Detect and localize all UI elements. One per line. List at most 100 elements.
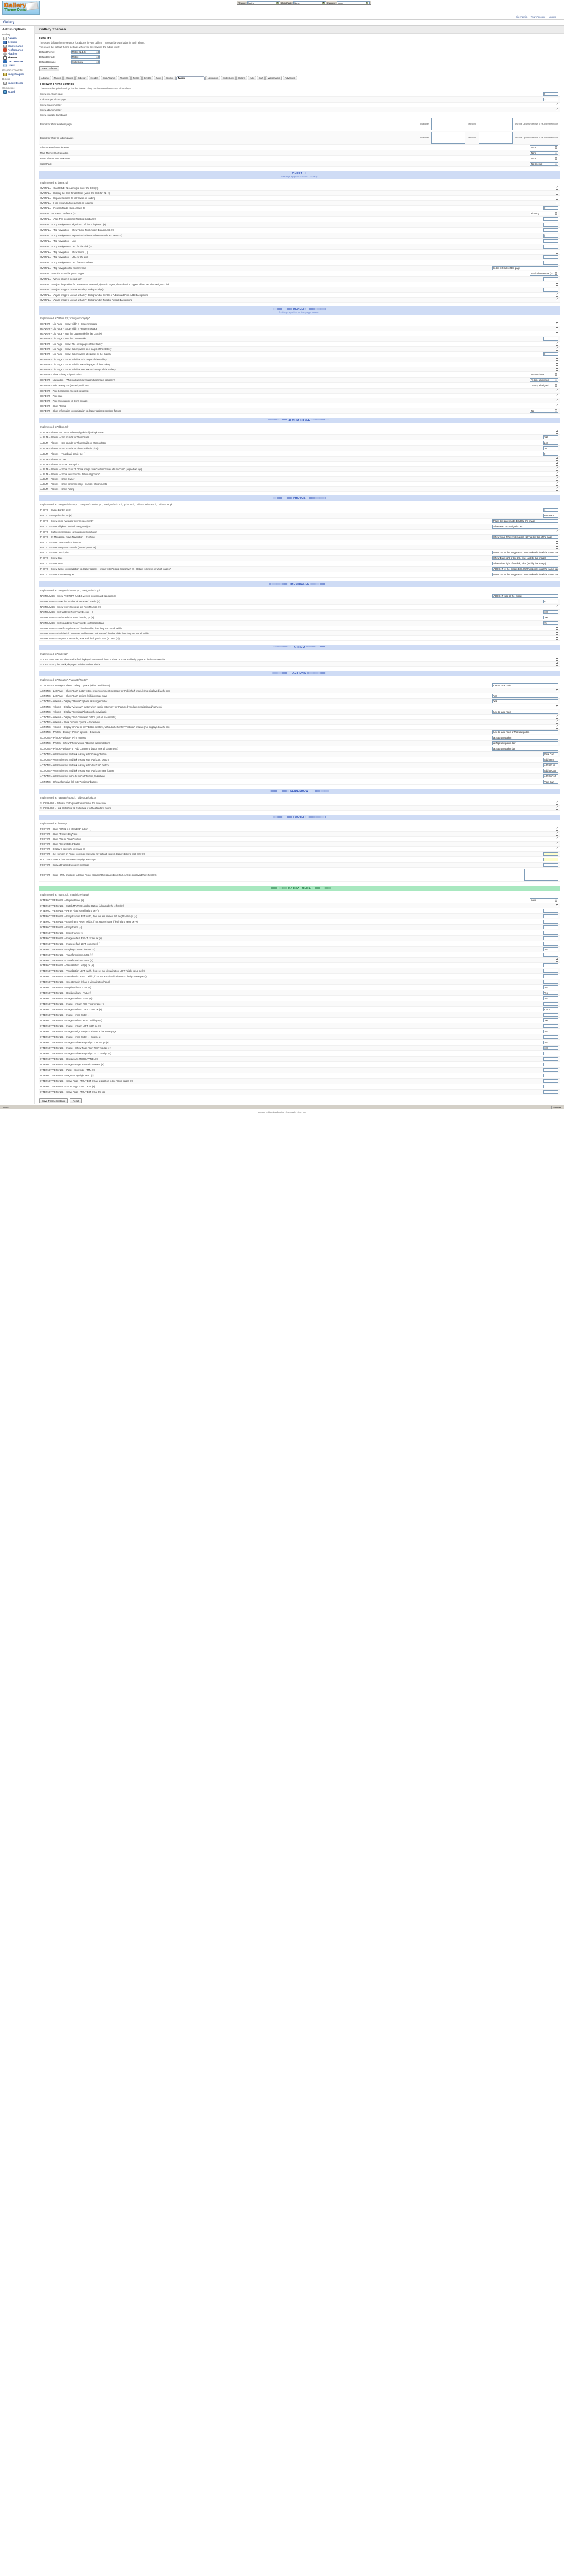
setting-checkbox[interactable] xyxy=(556,108,558,111)
setting-text-input[interactable]: 0 xyxy=(543,352,558,357)
setting-checkbox[interactable] xyxy=(556,186,558,190)
setting-text-input[interactable] xyxy=(543,1079,558,1084)
setting-text-input[interactable]: | xyxy=(543,234,558,238)
setting-textarea[interactable] xyxy=(524,869,558,881)
setting-checkbox[interactable] xyxy=(556,801,558,805)
setting-select[interactable]: Floating ▼ xyxy=(530,212,558,216)
setting-checkbox[interactable] xyxy=(556,541,558,544)
setting-checkbox[interactable] xyxy=(556,530,558,533)
setting-text-input[interactable] xyxy=(543,858,558,862)
setting-text-input[interactable] xyxy=(543,969,558,973)
setting-text-input[interactable] xyxy=(543,863,558,867)
sidebar-item-themes[interactable]: Themes xyxy=(2,56,33,60)
tab-cart[interactable]: Cart xyxy=(256,76,265,80)
setting-checkbox[interactable] xyxy=(556,368,558,371)
setting-text-input[interactable]: 240 xyxy=(543,441,558,445)
setting-checkbox[interactable] xyxy=(556,201,558,204)
setting-text-input[interactable] xyxy=(543,1057,558,1061)
setting-text-input[interactable]: Show Date right of the link, else (and b… xyxy=(492,556,558,561)
setting-text-input[interactable]: View Cart xyxy=(543,780,558,784)
setting-select[interactable]: To top, all aligned ▼ xyxy=(530,378,558,382)
setting-text-input[interactable]: 1 xyxy=(543,508,558,513)
setting-checkbox[interactable] xyxy=(556,605,558,608)
setting-text-input[interactable]: 9 xyxy=(543,92,558,96)
setting-text-input[interactable] xyxy=(543,245,558,249)
selected-list[interactable] xyxy=(478,132,513,144)
setting-text-input[interactable]: Yes xyxy=(543,1041,558,1045)
setting-select[interactable]: None ▼ xyxy=(530,151,558,155)
setting-text-input[interactable] xyxy=(543,953,558,957)
setting-text-input[interactable]: Add Item! xyxy=(543,758,558,762)
setting-text-input[interactable]: Add to Cart xyxy=(543,769,558,773)
setting-checkbox[interactable] xyxy=(556,103,558,106)
setting-text-input[interactable] xyxy=(543,1052,558,1056)
setting-text-input[interactable] xyxy=(543,980,558,984)
setting-text-input[interactable] xyxy=(543,1024,558,1028)
setting-checkbox[interactable] xyxy=(556,293,558,297)
setting-checkbox[interactable] xyxy=(556,283,558,286)
setting-text-input[interactable]: Show PHOTO navigation as xyxy=(492,525,558,529)
setting-checkbox[interactable] xyxy=(556,658,558,661)
available-list[interactable] xyxy=(431,118,466,131)
tab-scroller[interactable]: Scroller xyxy=(163,76,176,80)
setting-text-input[interactable]: At RIGHT of the image (BELOW thumbnails … xyxy=(492,573,558,577)
theme-tab-strip[interactable]: Albums Photos Movies Sidebar Header Sub Album… xyxy=(35,74,564,81)
setting-checkbox[interactable] xyxy=(556,637,558,640)
setting-text-input[interactable] xyxy=(543,255,558,260)
setting-text-input[interactable]: Yes xyxy=(492,694,558,698)
setting-checkbox[interactable] xyxy=(556,487,558,491)
setting-text-input[interactable]: Color xyxy=(543,1007,558,1012)
setting-text-input[interactable]: at Top Navigation bar xyxy=(492,747,558,751)
setting-text-input[interactable]: Yes xyxy=(543,985,558,990)
setting-text-input[interactable]: At RIGHT of the image (BELOW thumbnails … xyxy=(492,567,558,572)
setting-checkbox[interactable] xyxy=(556,689,558,692)
setting-text-input[interactable]: Place the page/mode BELOW the image xyxy=(492,519,558,524)
setting-checkbox[interactable] xyxy=(556,837,558,840)
setting-checkbox[interactable] xyxy=(556,482,558,486)
setting-text-input[interactable] xyxy=(543,920,558,924)
tab-slideshow[interactable]: Slideshow xyxy=(221,76,236,80)
logout-link[interactable]: Logout xyxy=(549,15,556,18)
theme-preview-toolbar[interactable]: Theme: Matrix ▼ ColorPack: None ▼ Frames… xyxy=(237,1,371,5)
tab-watermarks[interactable]: Watermarks xyxy=(265,76,283,80)
setting-text-input[interactable] xyxy=(543,974,558,979)
tab-albums[interactable]: Albums xyxy=(39,76,51,80)
setting-checkbox[interactable] xyxy=(556,662,558,666)
sidebar-item-performance[interactable]: Performance xyxy=(2,48,33,52)
setting-text-input[interactable]: Use to take node or Top Navigation xyxy=(492,730,558,735)
setting-text-input[interactable] xyxy=(543,1002,558,1006)
setting-checkbox[interactable] xyxy=(556,196,558,200)
setting-text-input[interactable]: #B1B1B1 xyxy=(543,514,558,518)
setting-text-input[interactable] xyxy=(543,288,558,292)
defaults-row-select[interactable]: Matrix (1.1.0) ▼ xyxy=(71,50,100,55)
setting-text-input[interactable]: at Top Navigation xyxy=(492,736,558,740)
setting-checkbox[interactable] xyxy=(556,546,558,549)
setting-text-input[interactable] xyxy=(543,852,558,856)
setting-checkbox[interactable] xyxy=(556,347,558,351)
setting-checkbox[interactable] xyxy=(556,705,558,708)
setting-text-input[interactable]: 75 xyxy=(543,621,558,626)
tab-misc[interactable]: Misc xyxy=(154,76,163,80)
setting-checkbox[interactable] xyxy=(556,958,558,962)
tab-navigation[interactable]: Navigation xyxy=(205,76,221,80)
setting-text-input[interactable]: In the left side of the page xyxy=(492,266,558,271)
setting-checkbox[interactable] xyxy=(556,298,558,301)
setting-checkbox[interactable] xyxy=(556,191,558,195)
save-theme-settings-button[interactable]: Save Theme Settings xyxy=(39,1098,68,1104)
tab-credits[interactable]: Credits xyxy=(142,76,154,80)
sidebar-item-users[interactable]: Users xyxy=(2,63,33,67)
sidebar-item-url-rewrite[interactable]: URL Rewrite xyxy=(2,60,33,63)
sidebar-item-ecard[interactable]: eCard xyxy=(2,90,33,94)
setting-checkbox[interactable] xyxy=(556,477,558,481)
setting-checkbox[interactable] xyxy=(556,632,558,635)
setting-text-input[interactable] xyxy=(543,936,558,941)
setting-select[interactable]: Get / Show/Home (+) ▼ xyxy=(530,272,558,276)
tab-sub-albums[interactable]: Sub Albums xyxy=(100,76,117,80)
sidebar-item-plugins[interactable]: Plugins xyxy=(2,52,33,56)
defaults-row-select[interactable]: Matrix ▼ xyxy=(71,55,100,60)
setting-checkbox[interactable] xyxy=(556,394,558,397)
sidebar-item-general[interactable]: General xyxy=(2,36,33,40)
selected-list[interactable] xyxy=(478,118,513,131)
setting-text-input[interactable]: 300 xyxy=(543,435,558,440)
setting-select[interactable]: none ▼ xyxy=(530,898,558,903)
